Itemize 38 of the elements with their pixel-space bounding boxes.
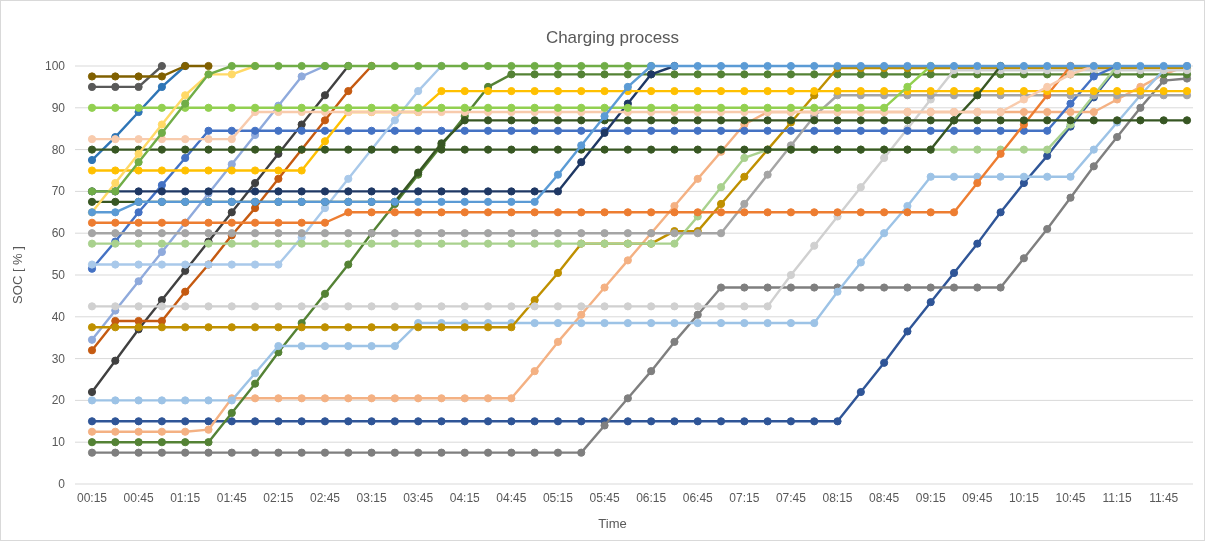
- y-tick-label: 90: [51, 100, 66, 115]
- y-tick-label: 60: [51, 226, 66, 241]
- y-tick-label: 50: [51, 268, 66, 282]
- x-tick-label: 06:15: [636, 491, 667, 505]
- x-tick-label: 02:15: [263, 491, 294, 505]
- x-tick-label: 10:45: [1055, 491, 1086, 505]
- x-tick-label: 08:45: [869, 491, 900, 505]
- y-tick-label: 10: [51, 435, 66, 450]
- y-tick-label: 40: [51, 309, 66, 324]
- x-tick-label: 04:15: [449, 491, 481, 505]
- x-tick-label: 05:15: [542, 491, 574, 505]
- x-tick-label: 01:45: [216, 491, 248, 505]
- x-tick-label: 11:15: [1102, 491, 1132, 505]
- y-tick-label: 20: [51, 393, 66, 408]
- x-tick-label: 10:15: [1008, 491, 1040, 505]
- y-tick-label: 30: [51, 351, 66, 366]
- chart-title: Charging process: [545, 28, 680, 47]
- x-tick-label: 03:45: [403, 491, 434, 505]
- x-axis-title: Time: [598, 516, 627, 531]
- x-tick-label: 07:15: [729, 491, 760, 505]
- x-tick-label: 03:15: [356, 491, 387, 505]
- y-tick-label: 100: [44, 59, 66, 73]
- y-tick-label: 80: [51, 142, 66, 157]
- x-tick-label: 08:15: [822, 491, 853, 505]
- x-tick-label: 02:45: [309, 491, 341, 505]
- y-axis-title: SOC [ % ]: [10, 246, 25, 304]
- x-tick-label: 01:15: [170, 491, 201, 505]
- x-tick-label: 00:15: [76, 491, 108, 505]
- x-tick-label: 06:45: [682, 491, 714, 505]
- x-tick-label: 07:45: [775, 491, 807, 505]
- x-tick-label: 04:45: [496, 491, 527, 505]
- x-tick-label: 09:45: [962, 491, 993, 505]
- x-tick-label: 09:15: [915, 491, 947, 505]
- y-tick-label: 70: [51, 184, 66, 199]
- x-tick-label: 11:45: [1149, 491, 1179, 505]
- x-tick-label: 00:45: [123, 491, 154, 505]
- y-tick-label: 0: [58, 477, 66, 491]
- x-tick-label: 05:45: [589, 491, 620, 505]
